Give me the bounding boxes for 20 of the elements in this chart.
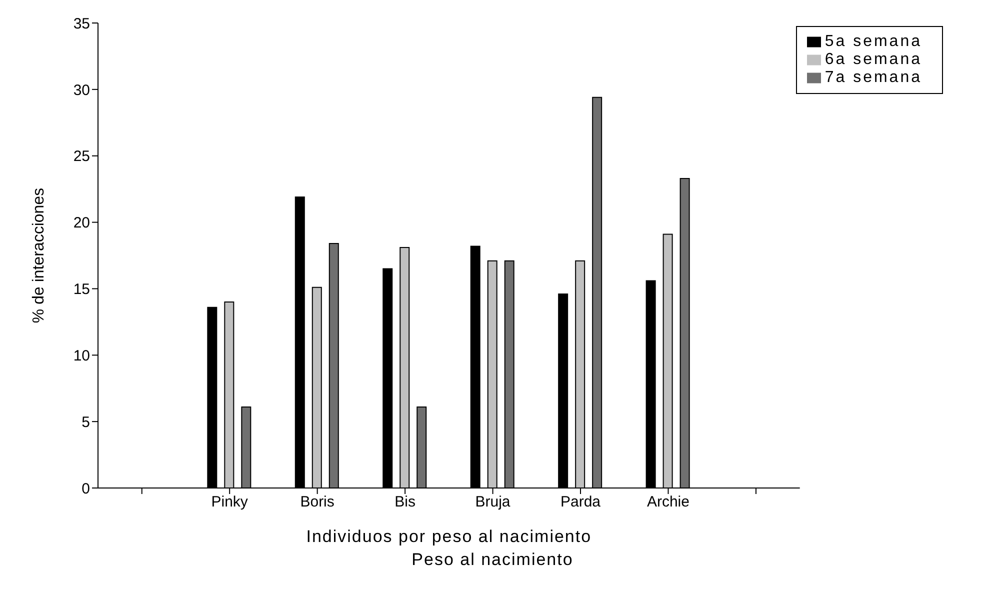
x-tick-label: Bruja [475, 494, 511, 511]
y-tick-label: 0 [82, 480, 90, 498]
y-tick-label: 30 [73, 82, 90, 99]
y-tick-label: 35 [73, 15, 90, 32]
y-axis-title: % de interacciones [30, 188, 48, 324]
legend-label: 5a semana [824, 33, 922, 50]
y-tick-label: 20 [73, 214, 90, 232]
y-tick-label: 5 [82, 414, 90, 431]
y-tick-label: 15 [73, 281, 90, 298]
x-tick-label: Archie [646, 494, 690, 511]
x-tick-label: Bis [394, 494, 416, 511]
x-tick-label: Parda [560, 494, 602, 511]
legend-label: 6a semana [824, 51, 922, 68]
y-tick-label: 25 [73, 148, 90, 166]
x-axis-title: Individuos por peso al nacimiento [306, 527, 592, 546]
x-tick-label: Pinky [211, 494, 248, 511]
legend-label: 7a semana [824, 69, 922, 86]
x-tick-label: Boris [300, 494, 334, 511]
text: Peso al nacimiento [410, 550, 574, 570]
y-tick-label: 10 [73, 347, 90, 364]
